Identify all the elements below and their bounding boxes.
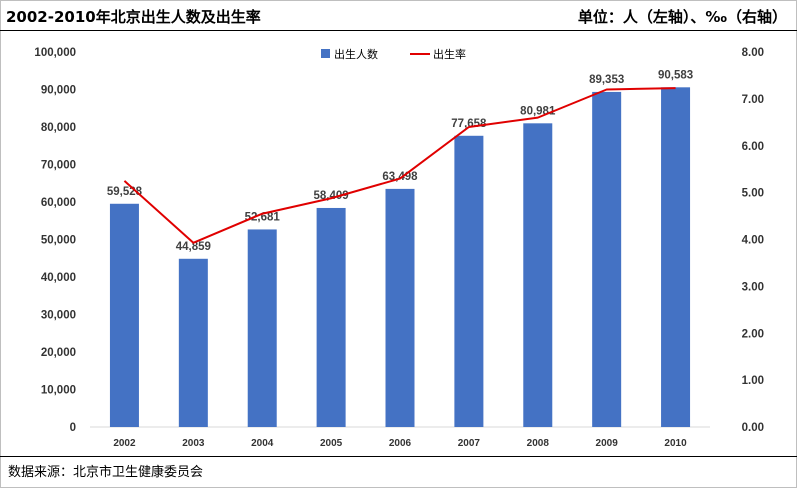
- birth-rate-line: [123, 87, 676, 244]
- x-tick-label: 2005: [320, 438, 343, 449]
- bar-2007: [454, 135, 484, 427]
- right-tick-label: 6.00: [742, 141, 764, 153]
- x-tick-label: 2004: [251, 438, 274, 449]
- bar-2006: [385, 188, 415, 427]
- chart-title: 2002-2010年北京出生人数及出生率: [6, 8, 261, 26]
- bar-value-label: 77,658: [451, 118, 487, 130]
- right-tick-label: 4.00: [742, 235, 764, 247]
- x-tick-label: 2008: [527, 438, 550, 449]
- bar-2010: [661, 87, 691, 427]
- legend: 出生人数 出生率: [321, 47, 466, 61]
- right-tick-label: 3.00: [742, 281, 764, 293]
- right-axis-ticks: 0.00 1.00 2.00 3.00 4.00 5.00 6.00 7.00 8.00: [742, 47, 764, 434]
- source-note: 数据来源：北京市卫生健康委员会: [8, 465, 204, 480]
- left-tick-label: 70,000: [41, 160, 76, 172]
- legend-label-rate: 出生率: [433, 47, 466, 61]
- right-tick-label: 1.00: [742, 375, 764, 387]
- bar-2002: [109, 203, 139, 427]
- x-tick-label: 2010: [664, 438, 687, 449]
- left-tick-label: 30,000: [41, 310, 76, 322]
- legend-swatch-births: [321, 49, 330, 58]
- bar-value-label: 90,583: [658, 69, 693, 81]
- bar-data-labels: 59,52844,85952,68158,40963,49877,65880,9…: [107, 69, 693, 252]
- bar-value-label: 52,681: [245, 211, 281, 223]
- title-underline: [0, 30, 797, 31]
- bar-2005: [316, 207, 346, 427]
- right-tick-label: 2.00: [742, 328, 764, 340]
- bar-2008: [523, 123, 553, 427]
- right-tick-label: 7.00: [742, 94, 764, 106]
- bar-value-label: 44,859: [176, 241, 211, 253]
- unit-label: 单位：人（左轴）、‰（右轴）: [577, 8, 787, 26]
- left-tick-label: 50,000: [41, 235, 76, 247]
- left-tick-label: 90,000: [41, 85, 76, 97]
- right-tick-label: 5.00: [742, 188, 764, 200]
- bar-value-label: 63,498: [382, 171, 418, 183]
- x-tick-label: 2006: [389, 438, 412, 449]
- bar-2004: [247, 229, 277, 427]
- bar-2003: [178, 258, 208, 427]
- left-axis-ticks: 0 10,000 20,000 30,000 40,000 50,000 60,000 70,…: [34, 47, 76, 434]
- bar-series: [109, 87, 691, 428]
- left-tick-label: 20,000: [41, 347, 76, 359]
- left-tick-label: 10,000: [41, 385, 76, 397]
- left-tick-label: 60,000: [41, 197, 76, 209]
- bar-value-label: 58,409: [314, 190, 349, 202]
- bar-2009: [592, 91, 622, 428]
- left-tick-label: 0: [70, 422, 76, 434]
- left-tick-label: 40,000: [41, 272, 76, 284]
- x-axis-ticks: 2002 2003 2004 2005 2006 2007 2008 2009 2010: [113, 438, 687, 449]
- right-tick-label: 8.00: [742, 47, 764, 59]
- x-tick-label: 2007: [458, 438, 481, 449]
- bar-value-label: 89,353: [589, 74, 624, 86]
- legend-label-births: 出生人数: [334, 47, 378, 61]
- x-tick-label: 2003: [182, 438, 205, 449]
- right-tick-label: 0.00: [742, 422, 764, 434]
- left-tick-label: 80,000: [41, 122, 76, 134]
- x-tick-label: 2009: [596, 438, 619, 449]
- footer-rule: [0, 456, 797, 457]
- x-tick-label: 2002: [113, 438, 136, 449]
- left-tick-label: 100,000: [34, 47, 76, 59]
